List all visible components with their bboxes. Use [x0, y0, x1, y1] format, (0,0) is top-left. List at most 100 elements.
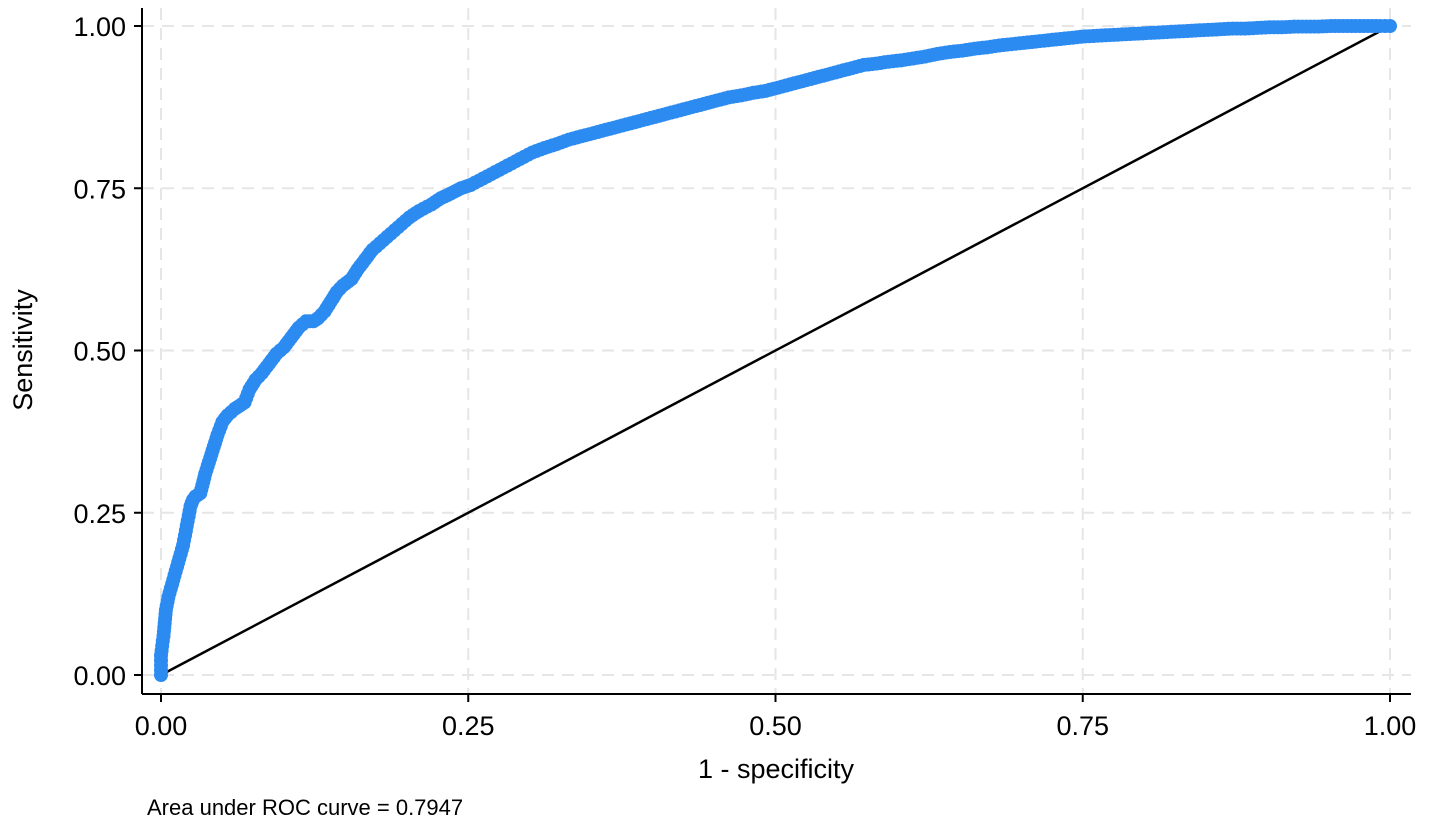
- roc-point: [832, 64, 847, 79]
- roc-point: [586, 126, 601, 141]
- roc-point: [562, 132, 576, 147]
- roc-point: [350, 262, 365, 277]
- x-axis-ticks: 0.00 0.25 0.50 0.75 1.00: [135, 694, 1417, 741]
- roc-point: [1299, 19, 1314, 34]
- roc-point: [930, 46, 945, 61]
- roc-point: [1127, 26, 1142, 41]
- roc-point: [1213, 22, 1228, 37]
- roc-point: [635, 113, 650, 128]
- y-tick-label: 0.25: [73, 499, 126, 529]
- roc-point: [1201, 22, 1216, 37]
- grid-lines: [142, 8, 1411, 694]
- roc-point: [500, 158, 515, 173]
- roc-point: [198, 466, 213, 481]
- roc-point: [1225, 21, 1240, 36]
- roc-point: [1004, 37, 1019, 52]
- y-axis-title: Sensitivity: [8, 289, 38, 411]
- x-tick-label: 0.25: [442, 711, 495, 741]
- roc-point: [955, 43, 970, 58]
- roc-point: [172, 551, 187, 566]
- roc-point: [1360, 19, 1375, 33]
- roc-point: [154, 668, 168, 682]
- roc-point: [1078, 29, 1093, 44]
- roc-point: [165, 577, 180, 592]
- roc-point: [1041, 33, 1056, 48]
- roc-point: [1029, 34, 1043, 49]
- roc-point: [154, 648, 168, 663]
- roc-point: [176, 538, 191, 553]
- roc-point: [820, 67, 835, 82]
- roc-point: [1336, 19, 1351, 33]
- roc-point: [721, 90, 736, 105]
- roc-point: [488, 165, 503, 179]
- roc-point: [1139, 26, 1154, 41]
- roc-point: [358, 252, 372, 267]
- roc-point: [648, 109, 663, 124]
- roc-point: [1250, 20, 1265, 35]
- roc-point: [1238, 21, 1252, 36]
- x-tick-label: 0.50: [749, 711, 802, 741]
- roc-point: [276, 340, 291, 355]
- roc-point: [463, 178, 478, 192]
- roc-point: [623, 116, 638, 131]
- roc-point: [158, 603, 173, 618]
- roc-point: [525, 145, 540, 160]
- y-tick-label: 0.50: [73, 337, 126, 367]
- roc-point: [1151, 25, 1166, 40]
- y-tick-label: 1.00: [73, 12, 126, 42]
- roc-point: [611, 119, 626, 134]
- roc-point: [412, 204, 427, 218]
- roc-point: [598, 122, 613, 137]
- roc-point: [771, 80, 785, 95]
- roc-point: [881, 54, 896, 69]
- roc-point: [672, 103, 687, 118]
- roc-point: [1324, 19, 1338, 33]
- y-tick-label: 0.00: [73, 661, 126, 691]
- roc-point: [1176, 24, 1191, 39]
- roc-point: [709, 93, 724, 108]
- y-tick-label: 0.75: [73, 174, 126, 204]
- roc-point: [795, 74, 810, 89]
- roc-point: [1287, 19, 1302, 34]
- y-axis-ticks: 0.00 0.25 0.50 0.75 1.00: [73, 12, 142, 691]
- roc-point: [783, 77, 798, 92]
- roc-point: [758, 83, 773, 98]
- roc-point: [1188, 23, 1203, 38]
- roc-point: [734, 88, 749, 103]
- roc-point: [161, 590, 176, 605]
- roc-point: [1348, 19, 1363, 33]
- roc-point: [179, 518, 194, 533]
- roc-point: [697, 96, 712, 111]
- x-tick-label: 0.00: [135, 711, 188, 741]
- auc-note: Area under ROC curve = 0.7947: [147, 795, 463, 820]
- roc-point: [992, 38, 1007, 53]
- roc-point: [1053, 32, 1068, 46]
- roc-point: [157, 616, 172, 631]
- x-tick-label: 0.75: [1056, 711, 1109, 741]
- x-tick-label: 1.00: [1364, 711, 1417, 741]
- roc-point: [512, 152, 527, 166]
- roc-point: [1090, 28, 1105, 43]
- roc-point: [1065, 30, 1080, 45]
- reference-diagonal: [160, 24, 1391, 677]
- roc-point: [1383, 19, 1397, 33]
- roc-curve: [154, 19, 1397, 682]
- reference-line: [160, 24, 1391, 677]
- roc-point: [193, 486, 208, 501]
- x-axis-title: 1 - specificity: [698, 754, 855, 784]
- roc-point: [549, 137, 564, 152]
- roc-point: [254, 366, 269, 381]
- roc-point: [893, 53, 908, 68]
- roc-point: [156, 629, 171, 644]
- roc-point: [869, 56, 884, 71]
- roc-point: [1164, 24, 1179, 39]
- roc-point: [1115, 27, 1130, 42]
- roc-point: [237, 395, 252, 410]
- roc-point: [684, 100, 699, 115]
- roc-point: [857, 57, 871, 72]
- roc-point: [284, 330, 299, 345]
- roc-point: [906, 51, 921, 66]
- roc-point: [1311, 19, 1326, 34]
- roc-point: [210, 427, 225, 442]
